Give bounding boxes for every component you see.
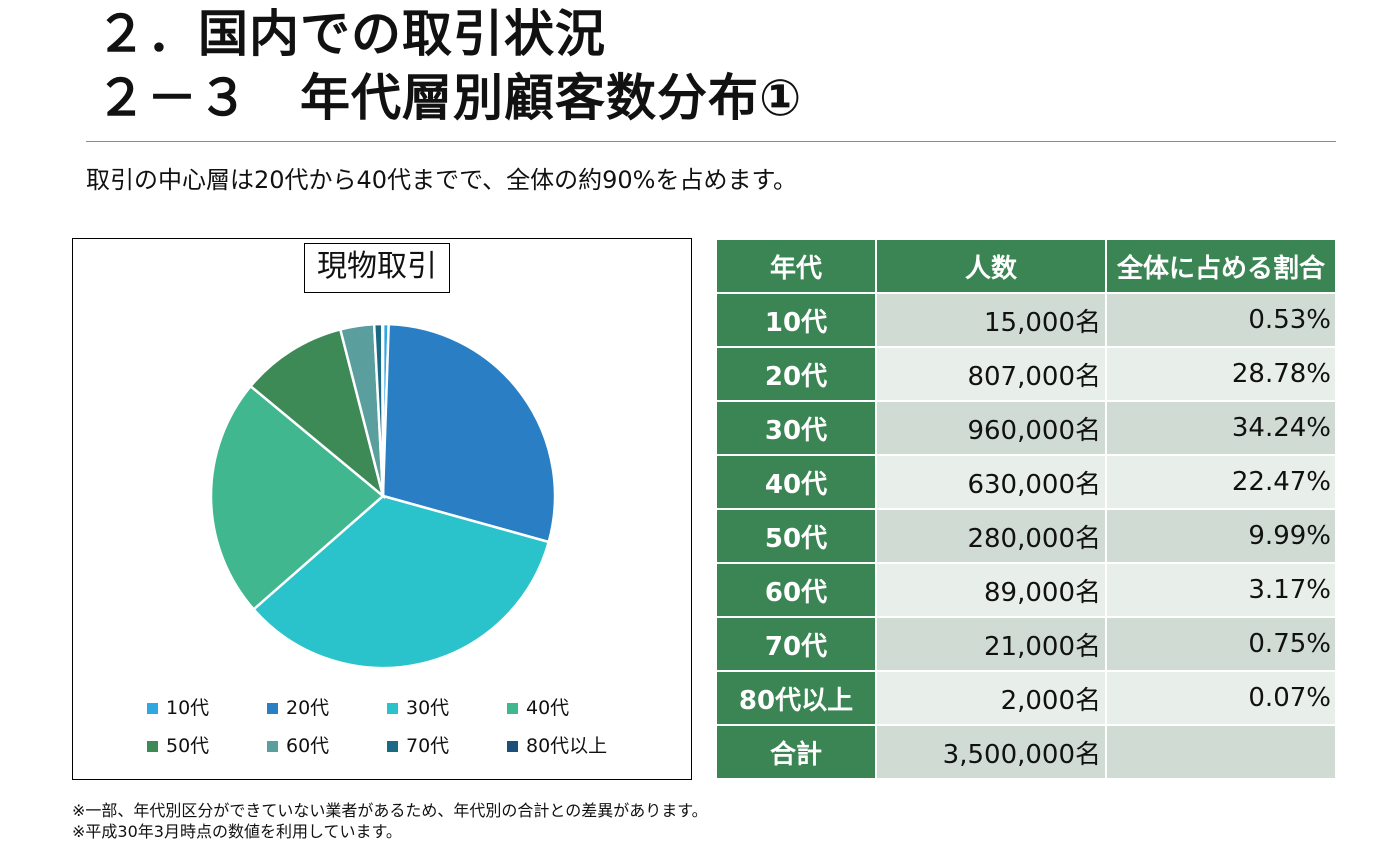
count-cell: 960,000名 — [875, 400, 1107, 456]
share-cell: 22.47% — [1105, 454, 1337, 510]
legend-swatch — [387, 702, 398, 714]
table-row: 40代 630,000名 22.47% — [715, 454, 1337, 510]
legend-label: 10代 — [166, 697, 210, 719]
share-cell: 9.99% — [1105, 508, 1337, 564]
total-share-cell — [1105, 724, 1337, 780]
legend-item: 80代以上 — [507, 735, 647, 757]
age-cell: 50代 — [715, 508, 877, 564]
legend-swatch — [507, 740, 518, 752]
pie-slice — [381, 322, 557, 544]
table-row: 30代 960,000名 34.24% — [715, 400, 1337, 456]
legend-swatch — [387, 740, 398, 752]
table-row: 20代 807,000名 28.78% — [715, 346, 1337, 402]
legend-label: 60代 — [286, 735, 330, 757]
pie-slice — [209, 384, 385, 612]
header-share: 全体に占める割合 — [1105, 238, 1337, 294]
table-row: 50代 280,000名 9.99% — [715, 508, 1337, 564]
age-distribution-table: 年代 人数 全体に占める割合 10代 15,000名 0.53% 20代 807,000… — [715, 238, 1337, 780]
legend-item: 40代 — [507, 697, 647, 719]
title-divider — [86, 141, 1336, 142]
legend-swatch — [147, 702, 158, 714]
legend-swatch — [507, 702, 518, 714]
legend-label: 80代以上 — [526, 735, 608, 757]
count-cell: 807,000名 — [875, 346, 1107, 402]
age-cell: 60代 — [715, 562, 877, 618]
pie-chart — [209, 322, 557, 670]
table-total-row: 合計 3,500,000名 — [715, 724, 1337, 780]
legend-label: 20代 — [286, 697, 330, 719]
share-cell: 34.24% — [1105, 400, 1337, 456]
count-cell: 2,000名 — [875, 670, 1107, 726]
table-row: 80代以上 2,000名 0.07% — [715, 670, 1337, 726]
header-count: 人数 — [875, 238, 1107, 294]
legend-label: 70代 — [406, 735, 450, 757]
summary-text: 取引の中心層は20代から40代までで、全体の約90%を占めます。 — [86, 166, 798, 194]
page-subtitle-heading: ２－３ 年代層別顧客数分布① — [96, 69, 803, 127]
share-cell: 0.53% — [1105, 292, 1337, 348]
share-cell: 3.17% — [1105, 562, 1337, 618]
legend-label: 50代 — [166, 735, 210, 757]
footnotes: ※一部、年代別区分ができていない業者があるため、年代別の合計との差異があります。… — [72, 800, 708, 842]
count-cell: 21,000名 — [875, 616, 1107, 672]
pie-chart-panel: 現物取引 10代 20代 30代 40代 50代 60代 70代 80代以上 — [72, 238, 692, 780]
legend-swatch — [147, 740, 158, 752]
footnote: ※一部、年代別区分ができていない業者があるため、年代別の合計との差異があります。 — [72, 801, 708, 820]
legend-item: 60代 — [267, 735, 387, 757]
age-cell: 20代 — [715, 346, 877, 402]
count-cell: 280,000名 — [875, 508, 1107, 564]
age-cell: 10代 — [715, 292, 877, 348]
count-cell: 89,000名 — [875, 562, 1107, 618]
legend-item: 10代 — [147, 697, 267, 719]
table-row: 10代 15,000名 0.53% — [715, 292, 1337, 348]
age-cell: 80代以上 — [715, 670, 877, 726]
legend-label: 30代 — [406, 697, 450, 719]
share-cell: 0.75% — [1105, 616, 1337, 672]
age-cell: 40代 — [715, 454, 877, 510]
footnote: ※平成30年3月時点の数値を利用しています。 — [72, 822, 402, 841]
total-count-cell: 3,500,000名 — [875, 724, 1107, 780]
pie-slice — [251, 494, 551, 670]
table-header-row: 年代 人数 全体に占める割合 — [715, 238, 1337, 294]
table-row: 70代 21,000名 0.75% — [715, 616, 1337, 672]
chart-legend: 10代 20代 30代 40代 50代 60代 70代 80代以上 — [147, 697, 647, 757]
age-cell: 70代 — [715, 616, 877, 672]
count-cell: 630,000名 — [875, 454, 1107, 510]
legend-item: 20代 — [267, 697, 387, 719]
table-row: 60代 89,000名 3.17% — [715, 562, 1337, 618]
share-cell: 0.07% — [1105, 670, 1337, 726]
legend-item: 30代 — [387, 697, 507, 719]
chart-title: 現物取引 — [304, 243, 450, 293]
legend-swatch — [267, 702, 278, 714]
total-label-cell: 合計 — [715, 724, 877, 780]
pie-slice — [380, 322, 385, 497]
legend-label: 40代 — [526, 697, 570, 719]
legend-item: 70代 — [387, 735, 507, 757]
age-cell: 30代 — [715, 400, 877, 456]
header-age: 年代 — [715, 238, 877, 294]
count-cell: 15,000名 — [875, 292, 1107, 348]
legend-swatch — [267, 740, 278, 752]
share-cell: 28.78% — [1105, 346, 1337, 402]
page-title: ２．国内での取引状況 — [96, 5, 606, 63]
legend-item: 50代 — [147, 735, 267, 757]
